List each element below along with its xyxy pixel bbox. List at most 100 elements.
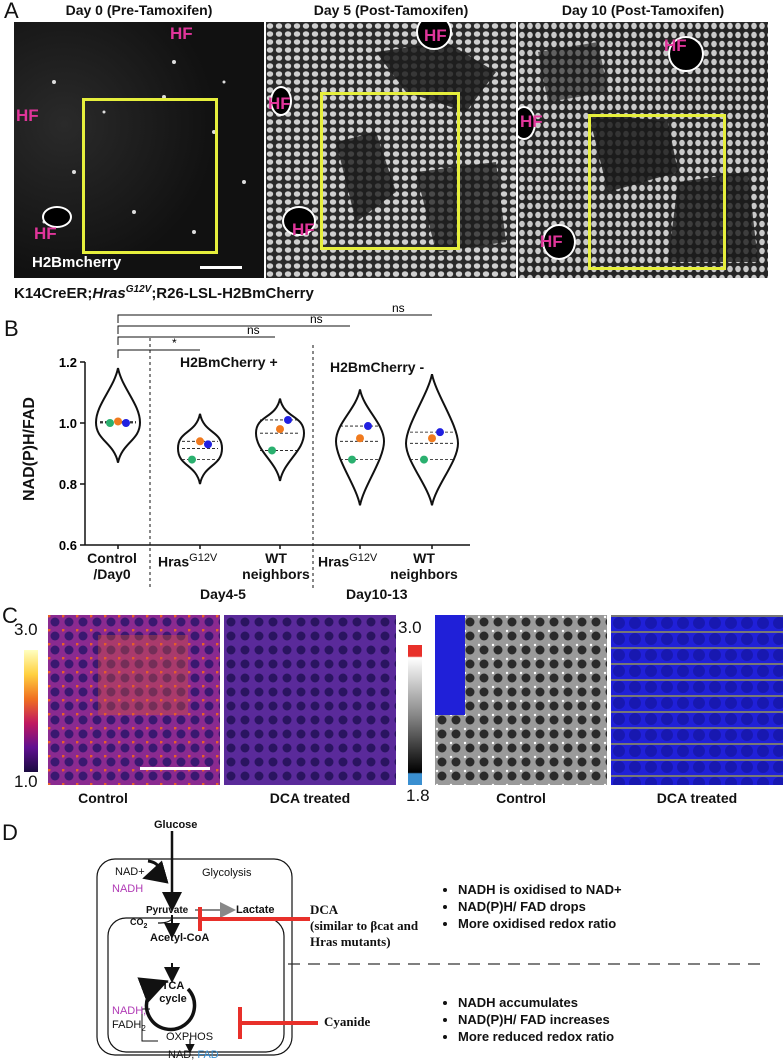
hf-label: HF — [540, 232, 563, 251]
cyanide-label: Cyanide — [324, 1014, 371, 1029]
y-axis-label: NAD(P)H/FAD — [21, 397, 38, 501]
hair-follicle-shape — [282, 206, 316, 236]
redox-image-control — [48, 615, 220, 785]
data-point — [114, 417, 122, 426]
panel-a-letter: A — [4, 0, 19, 23]
significance-label: ns — [392, 301, 405, 315]
micrograph-day10: HF HF HF — [518, 22, 768, 278]
y-tick-label: 1.0 — [59, 416, 77, 431]
scale-bar — [200, 266, 242, 269]
lactate-label: Lactate — [236, 904, 275, 916]
colorbar2-max: 3.0 — [398, 618, 422, 637]
data-points — [106, 415, 444, 464]
hair-follicle-shape — [518, 106, 536, 140]
data-point — [188, 455, 196, 464]
co2-label: CO2 — [130, 917, 148, 930]
co2-arrow — [157, 918, 173, 924]
significance-label: * — [172, 336, 177, 350]
hf-label: HF — [292, 220, 315, 239]
data-point — [106, 419, 114, 427]
colorbar2-min: 1.8 — [406, 786, 430, 805]
hair-follicle-shape — [270, 86, 292, 116]
group-label-positive: H2BmCherry + — [180, 354, 278, 370]
violin-shape — [254, 398, 306, 482]
hf-label: HF — [16, 106, 39, 125]
nad-curve — [142, 859, 169, 884]
cyanide-effects-list: NADH accumulates NAD(P)H/ FAD increases … — [440, 995, 614, 1046]
redox-mask-dca — [611, 615, 783, 785]
hf-label: HF — [664, 36, 687, 55]
hair-follicle-shape — [42, 206, 72, 228]
region-box — [588, 114, 726, 270]
hf-label: HF — [520, 112, 543, 131]
nuclei-dots-day0 — [42, 60, 246, 234]
data-point — [204, 440, 212, 449]
image-title-day5: Day 5 (Post-Tamoxifen) — [313, 2, 469, 18]
tca-cycle-arrow — [137, 977, 197, 1032]
hair-follicle-shape — [668, 36, 704, 72]
data-point — [268, 446, 276, 455]
list-item: NAD(P)H/ FAD increases — [458, 1012, 614, 1027]
day-label-2: Day10-13 — [346, 586, 408, 602]
panel-b-letter: B — [4, 316, 19, 341]
caption-control-1: Control — [78, 790, 128, 806]
micrograph-day0: HF HF HF H2Bmcherry — [14, 22, 264, 278]
data-point — [356, 434, 364, 443]
channel-label: H2Bmcherry — [32, 254, 122, 271]
significance-label: ns — [310, 312, 323, 326]
image-title-day10: Day 10 (Post-Tamoxifen) — [561, 2, 725, 18]
region-box — [320, 92, 460, 250]
violins — [94, 367, 460, 506]
oxphos-label: OXPHOS — [166, 1031, 214, 1043]
violin-shape — [176, 413, 224, 485]
colorbar-fire — [24, 650, 38, 772]
panel-d-letter: D — [2, 820, 18, 845]
list-item: More oxidised redox ratio — [458, 916, 622, 931]
violin-shape — [94, 367, 142, 463]
data-point — [284, 415, 292, 424]
metabolism-diagram — [96, 831, 765, 1056]
redox-mask-control — [435, 615, 607, 785]
nad-fad-label: NAD, FAD — [168, 1049, 219, 1061]
data-point — [122, 419, 130, 427]
list-item: More reduced redox ratio — [458, 1029, 614, 1044]
pyruvate-label: Pyruvate — [146, 905, 189, 916]
panel-c-letter: C — [2, 603, 18, 628]
hf-label: HF — [424, 26, 447, 45]
violin-chart: 1.2 1.0 0.8 0.6 ns ns ns * — [59, 301, 470, 590]
colorbar-max: 3.0 — [14, 620, 38, 639]
caption-dca-1: DCA treated — [269, 790, 351, 806]
significance-bracket — [117, 314, 432, 323]
data-point — [196, 437, 204, 446]
significance-label: ns — [247, 323, 260, 337]
colorbar-min: 1.0 — [14, 772, 38, 791]
x-tick-label: WT neighbors — [242, 550, 310, 582]
nad-plus-label: NAD+ — [115, 866, 145, 878]
caption-dca-2: DCA treated — [656, 790, 738, 806]
x-tick-label: Control /Day0 — [87, 550, 137, 582]
data-point — [348, 455, 356, 464]
hair-follicle-shape — [416, 22, 452, 50]
group-label-negative: H2BmCherry - — [330, 359, 425, 375]
nadh-label: NADH — [112, 883, 144, 895]
y-tick-label: 0.8 — [59, 477, 77, 492]
region-box — [82, 98, 218, 254]
list-item: NAD(P)H/ FAD drops — [458, 899, 622, 914]
cell-outline — [96, 858, 293, 1056]
data-point — [276, 425, 284, 434]
hf-label: HF — [170, 24, 193, 43]
micrograph-day5: HF HF HF — [266, 22, 516, 278]
dca-effects-list: NADH is oxidised to NAD+ NAD(P)H/ FAD dr… — [440, 882, 622, 933]
x-tick-label: HrasG12V — [158, 552, 218, 570]
data-point — [420, 455, 428, 464]
data-point — [428, 434, 436, 443]
genotype-label: K14CreER;HrasG12V;R26-LSL-H2BmCherry — [14, 284, 314, 302]
caption-control-2: Control — [496, 790, 546, 806]
violin-shape — [404, 373, 460, 506]
tca-label: TCA cycle — [159, 980, 187, 1005]
significance-bracket — [117, 325, 350, 334]
nuclei-texture-day5 — [266, 22, 516, 278]
glucose-label: Glucose — [154, 819, 198, 831]
hair-follicle-shape — [542, 224, 576, 260]
significance-brackets: ns ns ns * — [117, 301, 432, 358]
